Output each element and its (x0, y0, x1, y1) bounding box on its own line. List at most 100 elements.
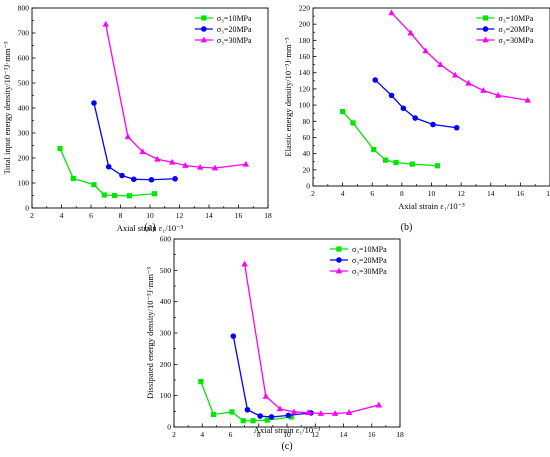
data-point (268, 414, 275, 420)
y-tick-label: 180 (299, 36, 311, 45)
x-axis-label: Axial strain ε₁/10⁻³ (117, 223, 184, 233)
x-tick-label: 10 (428, 189, 436, 198)
y-tick-label: 300 (18, 129, 30, 138)
data-point (198, 378, 204, 385)
data-point (262, 392, 270, 399)
x-tick-label: 14 (205, 211, 213, 220)
y-tick-label: 200 (160, 360, 172, 369)
legend-label: σ₃=20MPa (352, 256, 387, 265)
y-tick-label: 100 (299, 101, 311, 110)
y-tick-label: 0 (25, 204, 29, 213)
series-1 (340, 108, 441, 169)
series-2 (372, 77, 460, 131)
y-tick-label: 80 (303, 117, 311, 126)
x-tick-label: 18 (396, 430, 404, 439)
y-tick-label: 20 (303, 165, 311, 174)
x-tick-label: 10 (283, 430, 291, 439)
data-point (336, 246, 342, 252)
x-tick-label: 6 (370, 189, 374, 198)
data-point (452, 71, 459, 78)
x-tick-label: 18 (546, 189, 550, 198)
data-point (482, 15, 489, 21)
y-tick-label: 100 (18, 179, 30, 188)
y-tick-label: 800 (18, 4, 30, 13)
x-tick-label: 4 (60, 211, 64, 220)
x-tick-label: 2 (172, 430, 176, 439)
x-tick-label: 18 (264, 211, 272, 220)
y-tick-label: 220 (299, 4, 311, 13)
x-tick-label: 2 (311, 189, 315, 198)
x-tick-label: 14 (340, 430, 348, 439)
data-point (276, 405, 284, 412)
panel-label: (a) (144, 222, 155, 233)
data-point (230, 333, 237, 339)
data-point (340, 108, 346, 115)
data-point (393, 159, 399, 166)
series-1 (198, 378, 294, 424)
x-tick-label: 4 (200, 430, 204, 439)
x-tick-label: 16 (368, 430, 376, 439)
data-point (453, 124, 460, 131)
legend-label: σ₃=10MPa (499, 14, 534, 23)
data-point (422, 47, 429, 54)
x-axis-label: Axial strain ε₁/10⁻³ (254, 425, 321, 435)
data-point (304, 409, 312, 415)
series-3 (102, 20, 250, 171)
x-tick-label: 12 (176, 211, 184, 220)
data-point (331, 410, 339, 416)
data-point (182, 162, 189, 168)
y-tick-label: 0 (167, 423, 171, 432)
x-tick-label: 12 (312, 430, 320, 439)
data-point (288, 414, 294, 420)
data-point (201, 26, 207, 32)
data-point (335, 267, 343, 274)
plot-frame (312, 7, 550, 187)
data-point (57, 145, 63, 152)
series-line (342, 111, 438, 167)
series-3 (241, 260, 383, 416)
x-tick-label: 14 (487, 189, 495, 198)
data-point (139, 148, 146, 155)
data-point (482, 36, 489, 43)
x-tick-label: 8 (257, 430, 261, 439)
y-tick-label: 0 (306, 182, 310, 191)
series-line (232, 336, 312, 418)
data-point (229, 409, 235, 415)
data-point (285, 412, 292, 419)
data-point (372, 77, 379, 83)
series-line (93, 102, 176, 181)
data-point (494, 91, 502, 98)
data-point (124, 133, 132, 140)
y-tick-label: 300 (160, 329, 172, 338)
data-point (382, 157, 389, 163)
data-point (336, 257, 342, 263)
data-point (482, 26, 489, 32)
data-point (388, 92, 395, 99)
data-point (437, 61, 444, 68)
data-point (317, 410, 325, 416)
series-2 (230, 333, 314, 420)
data-point (70, 175, 76, 182)
data-point (430, 121, 436, 128)
panel-c: 2 4 6 8 10 12 14 16 18 0 100 200 300 400 500 600 Axial s… (145, 235, 404, 453)
y-tick-label: 200 (299, 20, 311, 29)
data-point (210, 411, 217, 418)
data-point (112, 192, 118, 199)
panel-label: (b) (401, 222, 413, 233)
data-point (102, 20, 109, 27)
data-point (241, 260, 248, 267)
data-point (412, 115, 419, 121)
data-point (242, 160, 250, 167)
y-tick-label: 600 (160, 235, 172, 244)
x-tick-label: 8 (400, 189, 404, 198)
data-point (290, 408, 298, 415)
y-tick-label: 40 (303, 149, 311, 158)
series-line (59, 148, 155, 197)
data-point (350, 120, 356, 126)
x-tick-label: 16 (235, 211, 243, 220)
y-tick-label: 500 (18, 79, 30, 88)
x-tick-label: 2 (30, 211, 34, 220)
data-point (240, 418, 246, 424)
y-tick-label: 140 (299, 68, 311, 77)
